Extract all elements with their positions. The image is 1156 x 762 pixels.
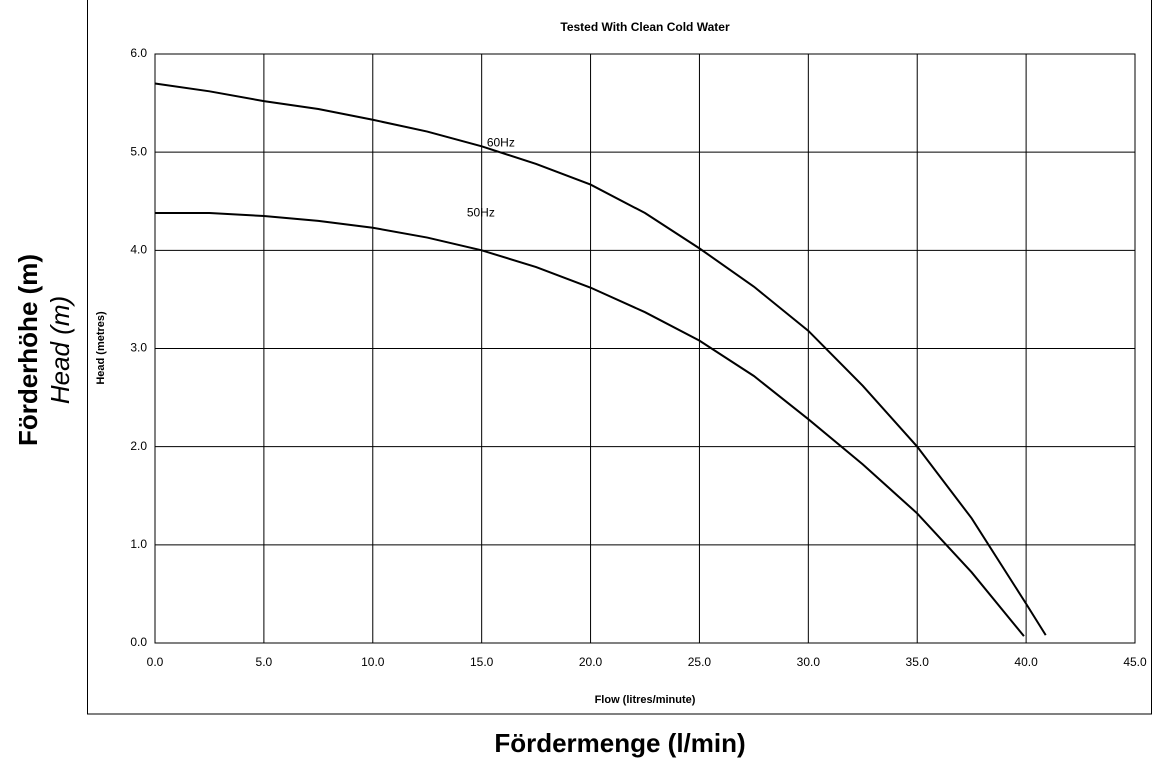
chart-frame: [87, 0, 1152, 715]
series-line: [154, 82, 1047, 636]
outer-x-label: Fördermenge (l/min): [494, 728, 745, 758]
y-tick-label: 2.0: [130, 439, 147, 453]
x-tick-label: 35.0: [906, 655, 930, 669]
x-tick-label: 30.0: [797, 655, 821, 669]
chart-title: Tested With Clean Cold Water: [560, 20, 730, 34]
y-tick-label: 5.0: [130, 144, 147, 158]
outer-y-label-en: Head (m): [45, 296, 75, 404]
outer-y-label: Förderhöhe (m): [13, 254, 43, 446]
x-tick-label: 20.0: [579, 655, 603, 669]
y-tick-label: 6.0: [130, 46, 147, 60]
y-tick-label: 1.0: [130, 537, 147, 551]
y-tick-label: 3.0: [130, 341, 147, 355]
y-tick-label: 0.0: [130, 635, 147, 649]
series-line: [155, 212, 1025, 637]
x-axis-label: Flow (litres/minute): [595, 694, 696, 706]
x-tick-label: 5.0: [256, 655, 273, 669]
y-axis-label: Head (metres): [95, 311, 107, 385]
series-label: 50Hz: [467, 206, 495, 220]
x-tick-label: 45.0: [1123, 655, 1147, 669]
x-tick-label: 25.0: [688, 655, 712, 669]
x-tick-label: 40.0: [1014, 655, 1038, 669]
x-tick-label: 0.0: [147, 655, 164, 669]
x-tick-label: 10.0: [361, 655, 385, 669]
y-tick-label: 4.0: [130, 243, 147, 257]
x-tick-label: 15.0: [470, 655, 494, 669]
series-label: 60Hz: [487, 136, 515, 150]
